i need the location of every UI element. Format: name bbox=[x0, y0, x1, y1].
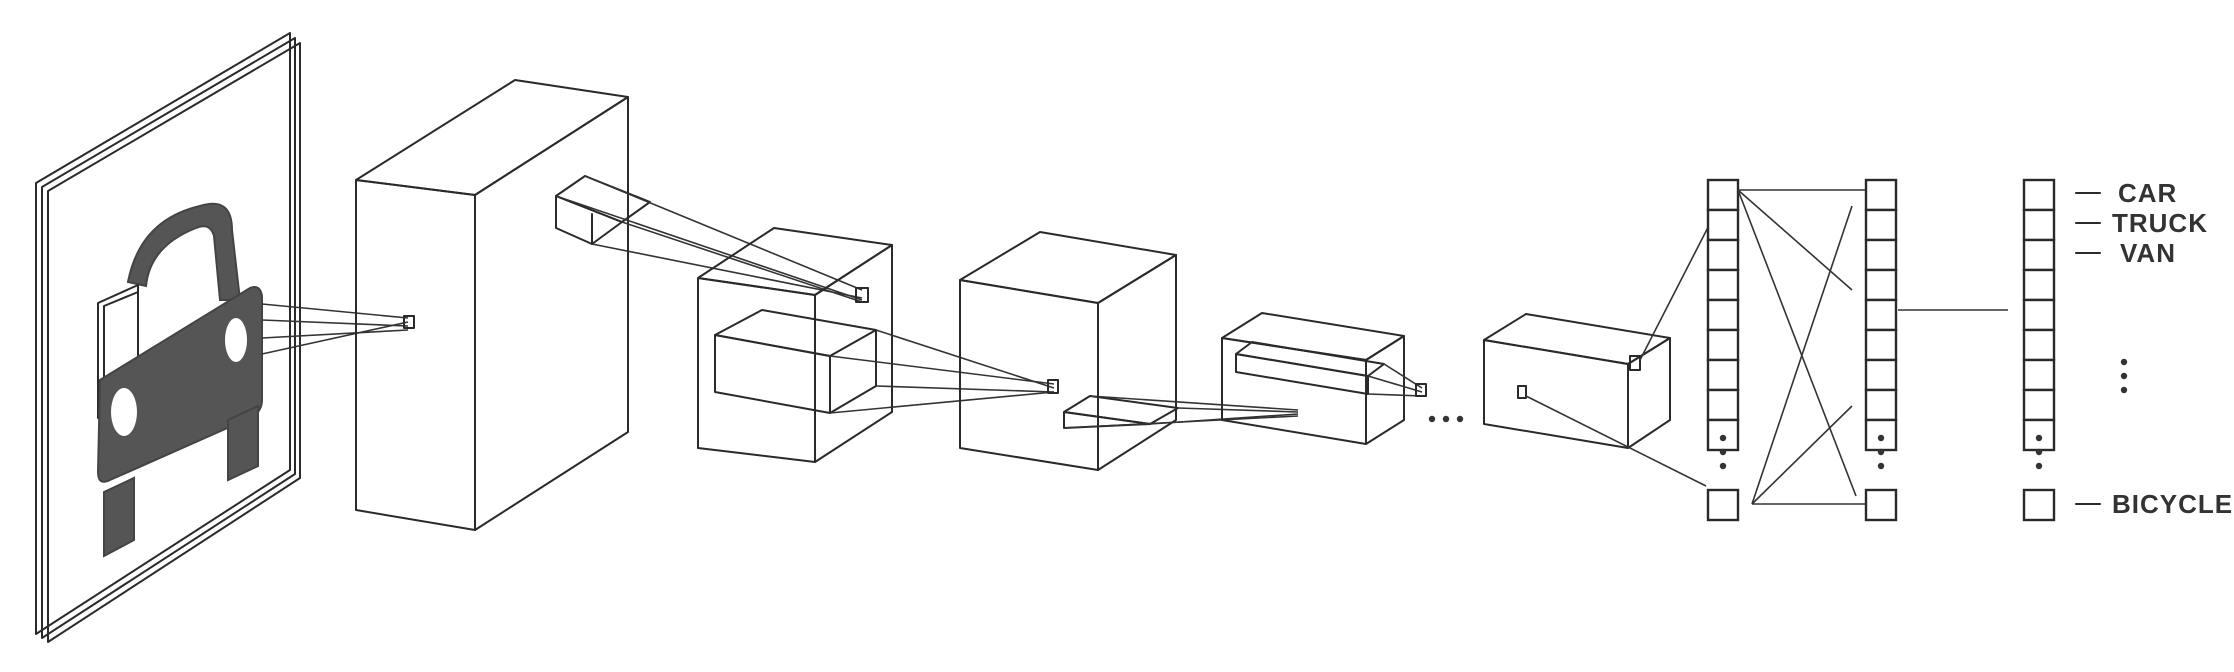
label-van: VAN bbox=[2120, 238, 2176, 268]
car-icon bbox=[96, 202, 263, 558]
fc1-neuron bbox=[1706, 388, 1740, 422]
input-image bbox=[35, 32, 415, 643]
car-wheel-left bbox=[103, 476, 135, 558]
fc2-neuron bbox=[1864, 328, 1898, 362]
fc1-neuron bbox=[1706, 238, 1740, 272]
fc-layer-2 bbox=[1864, 178, 1898, 522]
input-sheet-front bbox=[47, 42, 301, 643]
fc1-ellipsis-dot bbox=[1719, 448, 1727, 456]
fc2-ellipsis-dot bbox=[1877, 434, 1885, 442]
conv-layer-3 bbox=[959, 231, 1299, 471]
fc1-neuron bbox=[1706, 178, 1740, 212]
output-neuron bbox=[2022, 328, 2056, 362]
fc1-last-neuron bbox=[1706, 488, 1740, 522]
input-sheet-back-2 bbox=[35, 32, 291, 635]
fc2-neuron bbox=[1864, 208, 1898, 242]
fc-connections bbox=[1737, 189, 2008, 505]
output-ellipsis-dot bbox=[2035, 448, 2043, 456]
fc1-neuron bbox=[1706, 328, 1740, 362]
conv3-focus-square bbox=[1047, 379, 1059, 394]
conv-layer-4 bbox=[1221, 312, 1427, 445]
output-ellipsis-dot bbox=[2035, 434, 2043, 442]
car-headlight-left bbox=[111, 388, 137, 436]
fc2-ellipsis-dot bbox=[1877, 448, 1885, 456]
fc2-ellipsis-dot bbox=[1877, 462, 1885, 470]
conv2-focus-square bbox=[855, 287, 869, 303]
fc2-neuron bbox=[1864, 238, 1898, 272]
label-truck: TRUCK bbox=[2112, 208, 2208, 238]
fc1-neuron bbox=[1706, 268, 1740, 302]
output-neuron bbox=[2022, 208, 2056, 242]
fc1-neuron bbox=[1706, 358, 1740, 392]
output-neuron bbox=[2022, 388, 2056, 422]
fc2-neuron bbox=[1864, 358, 1898, 392]
conv5-cell-left bbox=[1517, 385, 1527, 399]
input-sheet-back-1 bbox=[41, 37, 296, 639]
fc-layer-1 bbox=[1706, 178, 1740, 522]
fc1-ellipsis-dot bbox=[1719, 434, 1727, 442]
fc2-neuron bbox=[1864, 178, 1898, 212]
output-neuron bbox=[2022, 358, 2056, 392]
output-neuron bbox=[2022, 178, 2056, 212]
label-car: CAR bbox=[2118, 178, 2177, 208]
output-layer bbox=[2022, 178, 2056, 522]
output-labels: CAR TRUCK VAN BICYCLE bbox=[2075, 178, 2233, 519]
output-neuron bbox=[2022, 238, 2056, 272]
output-ellipsis bbox=[2120, 358, 2128, 394]
car-headlight-right bbox=[225, 318, 247, 362]
fc1-neuron bbox=[1706, 208, 1740, 242]
label-bicycle: BICYCLE bbox=[2112, 489, 2233, 519]
output-neuron bbox=[2022, 268, 2056, 302]
ellipsis-dots bbox=[1428, 415, 1464, 423]
conv-layer-2 bbox=[697, 227, 1059, 463]
conv-layer-1 bbox=[355, 79, 869, 531]
fc1-ellipsis-dot bbox=[1719, 462, 1727, 470]
conv5-focus-square bbox=[1415, 383, 1427, 397]
output-ellipsis-dot bbox=[2035, 462, 2043, 470]
car-wheel-right bbox=[227, 404, 259, 482]
fc2-neuron bbox=[1864, 388, 1898, 422]
fc2-neuron bbox=[1864, 298, 1898, 332]
conv1-focus-square bbox=[403, 315, 415, 329]
input-receptive-field bbox=[261, 303, 415, 355]
conv5-cell-right bbox=[1629, 355, 1641, 371]
car-roof bbox=[126, 202, 242, 301]
fc2-last-neuron bbox=[1864, 488, 1898, 522]
fc2-neuron bbox=[1864, 268, 1898, 302]
fc1-neuron bbox=[1706, 298, 1740, 332]
output-last-neuron bbox=[2022, 488, 2056, 522]
output-neuron bbox=[2022, 298, 2056, 332]
conv-layer-5 bbox=[1483, 199, 1723, 487]
